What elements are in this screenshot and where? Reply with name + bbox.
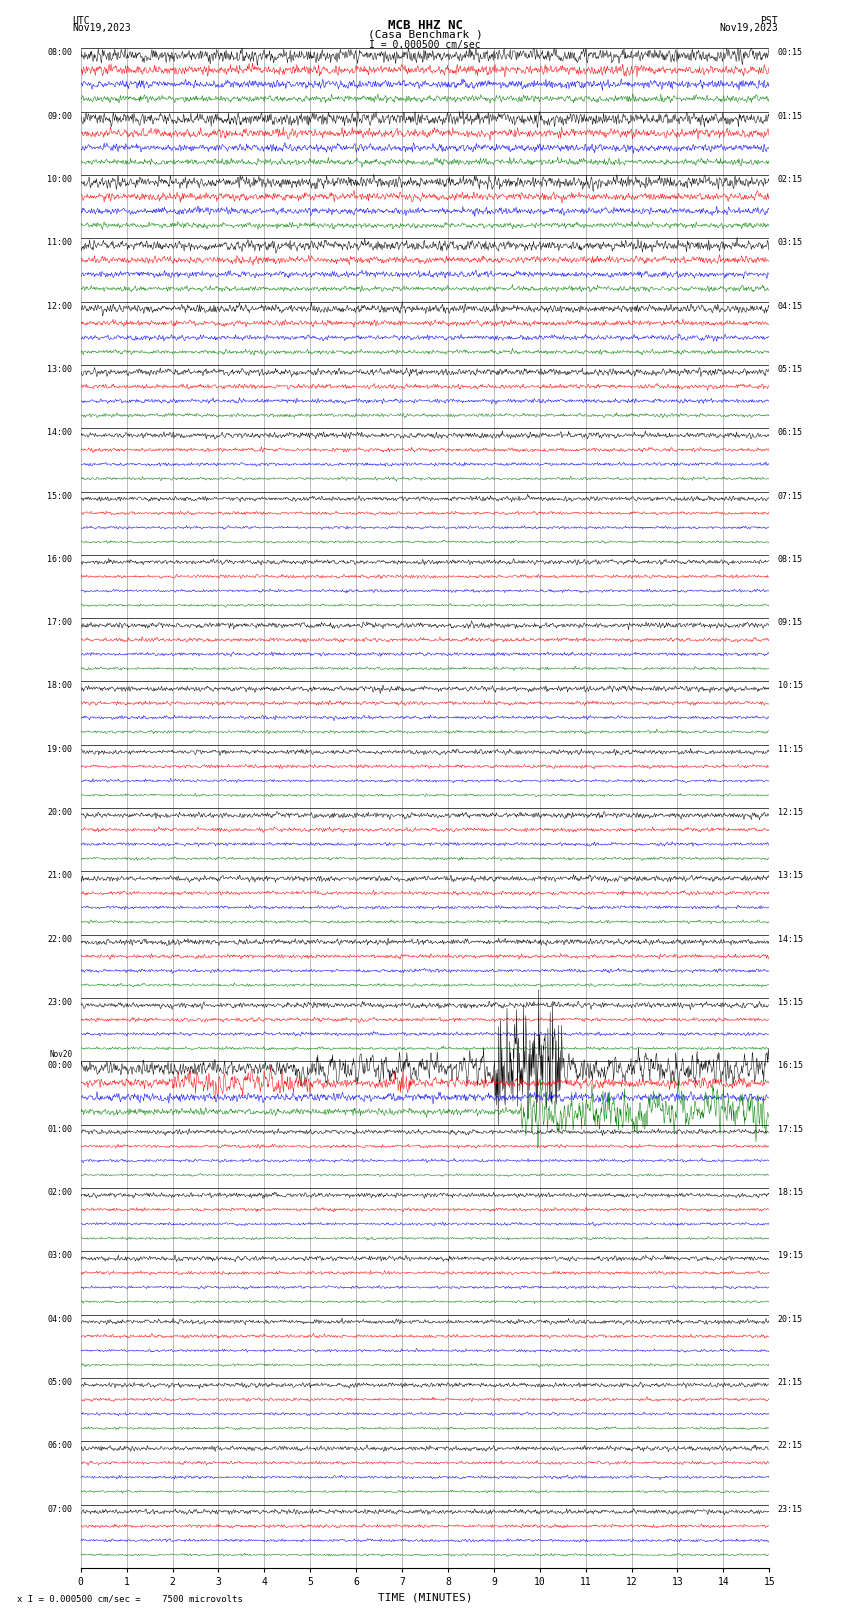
Text: 12:15: 12:15 <box>778 808 802 818</box>
X-axis label: TIME (MINUTES): TIME (MINUTES) <box>377 1592 473 1602</box>
Text: 10:15: 10:15 <box>778 682 802 690</box>
Text: 21:15: 21:15 <box>778 1378 802 1387</box>
Text: 02:15: 02:15 <box>778 176 802 184</box>
Text: 11:15: 11:15 <box>778 745 802 753</box>
Text: 16:15: 16:15 <box>778 1061 802 1071</box>
Text: UTC: UTC <box>72 16 90 26</box>
Text: 04:15: 04:15 <box>778 302 802 311</box>
Text: 16:00: 16:00 <box>48 555 72 565</box>
Text: 07:15: 07:15 <box>778 492 802 500</box>
Text: 14:15: 14:15 <box>778 936 802 944</box>
Text: 14:00: 14:00 <box>48 429 72 437</box>
Text: 20:00: 20:00 <box>48 808 72 818</box>
Text: Nov19,2023: Nov19,2023 <box>719 23 778 32</box>
Text: 18:00: 18:00 <box>48 682 72 690</box>
Text: 17:00: 17:00 <box>48 618 72 627</box>
Text: 00:15: 00:15 <box>778 48 802 58</box>
Text: 01:00: 01:00 <box>48 1124 72 1134</box>
Text: Nov20: Nov20 <box>49 1050 72 1060</box>
Text: 22:00: 22:00 <box>48 936 72 944</box>
Text: 15:15: 15:15 <box>778 998 802 1007</box>
Text: 19:00: 19:00 <box>48 745 72 753</box>
Text: 22:15: 22:15 <box>778 1442 802 1450</box>
Text: 23:15: 23:15 <box>778 1505 802 1513</box>
Text: 06:00: 06:00 <box>48 1442 72 1450</box>
Text: 06:15: 06:15 <box>778 429 802 437</box>
Text: 13:15: 13:15 <box>778 871 802 881</box>
Text: Nov19,2023: Nov19,2023 <box>72 23 131 32</box>
Text: (Casa Benchmark ): (Casa Benchmark ) <box>367 29 483 39</box>
Text: 05:15: 05:15 <box>778 365 802 374</box>
Text: 07:00: 07:00 <box>48 1505 72 1513</box>
Text: 05:00: 05:00 <box>48 1378 72 1387</box>
Text: 01:15: 01:15 <box>778 111 802 121</box>
Text: 19:15: 19:15 <box>778 1252 802 1260</box>
Text: 11:00: 11:00 <box>48 239 72 247</box>
Text: 20:15: 20:15 <box>778 1315 802 1324</box>
Text: PST: PST <box>760 16 778 26</box>
Text: 13:00: 13:00 <box>48 365 72 374</box>
Text: 04:00: 04:00 <box>48 1315 72 1324</box>
Text: x I = 0.000500 cm/sec =    7500 microvolts: x I = 0.000500 cm/sec = 7500 microvolts <box>17 1594 243 1603</box>
Text: MCB HHZ NC: MCB HHZ NC <box>388 19 462 32</box>
Text: 12:00: 12:00 <box>48 302 72 311</box>
Text: 15:00: 15:00 <box>48 492 72 500</box>
Text: 09:15: 09:15 <box>778 618 802 627</box>
Text: 17:15: 17:15 <box>778 1124 802 1134</box>
Text: 03:15: 03:15 <box>778 239 802 247</box>
Text: 03:00: 03:00 <box>48 1252 72 1260</box>
Text: 10:00: 10:00 <box>48 176 72 184</box>
Text: I = 0.000500 cm/sec: I = 0.000500 cm/sec <box>369 40 481 50</box>
Text: 00:00: 00:00 <box>48 1061 72 1071</box>
Text: 08:00: 08:00 <box>48 48 72 58</box>
Text: 23:00: 23:00 <box>48 998 72 1007</box>
Text: 18:15: 18:15 <box>778 1187 802 1197</box>
Text: 08:15: 08:15 <box>778 555 802 565</box>
Text: 21:00: 21:00 <box>48 871 72 881</box>
Text: 09:00: 09:00 <box>48 111 72 121</box>
Text: 02:00: 02:00 <box>48 1187 72 1197</box>
